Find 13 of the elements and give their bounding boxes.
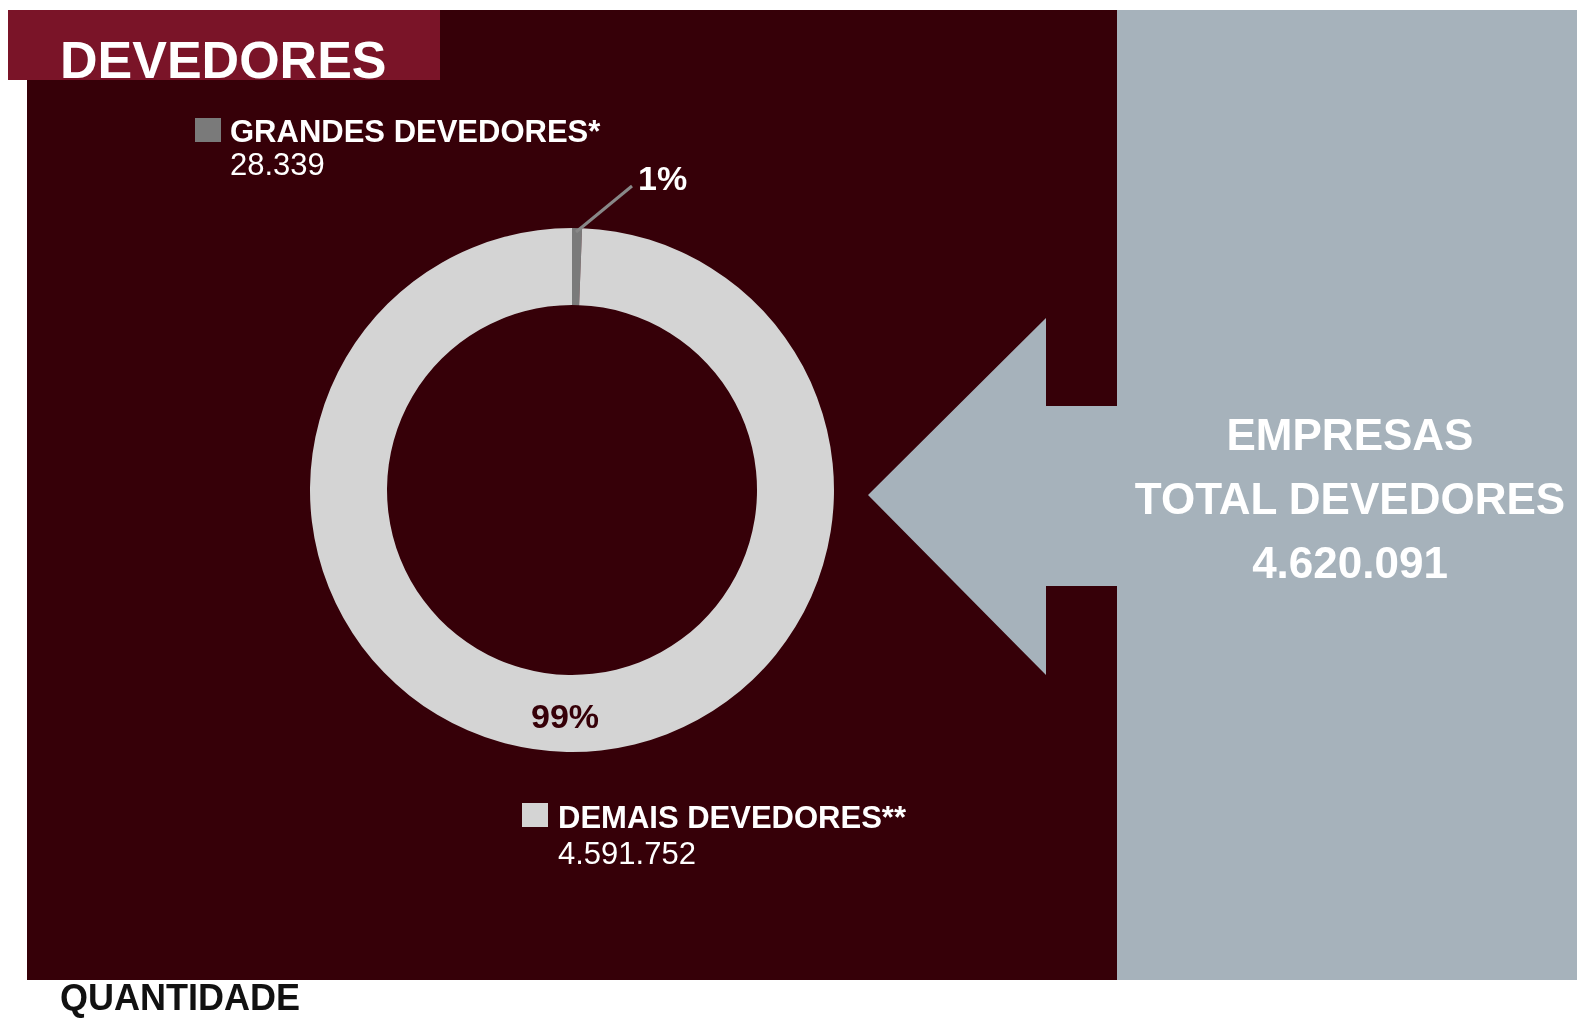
donut-slice	[310, 228, 834, 752]
data-label: 4.591.752	[558, 836, 696, 871]
text: TOTAL DEVEDORES	[1134, 474, 1566, 523]
donut-slice	[572, 228, 583, 306]
chart-title: DEVEDORES	[60, 31, 387, 89]
text: EMPRESAS	[1226, 410, 1474, 459]
text: 4.620.091	[1252, 538, 1448, 587]
text: 1%	[638, 159, 688, 197]
legend-label: DEMAIS DEVEDORES**	[558, 800, 907, 835]
text: 99%	[530, 697, 600, 735]
data-label: 28.339	[230, 147, 325, 182]
legend-label: GRANDES DEVEDORES*	[230, 114, 602, 149]
text: QUANTIDADE	[60, 977, 300, 1018]
